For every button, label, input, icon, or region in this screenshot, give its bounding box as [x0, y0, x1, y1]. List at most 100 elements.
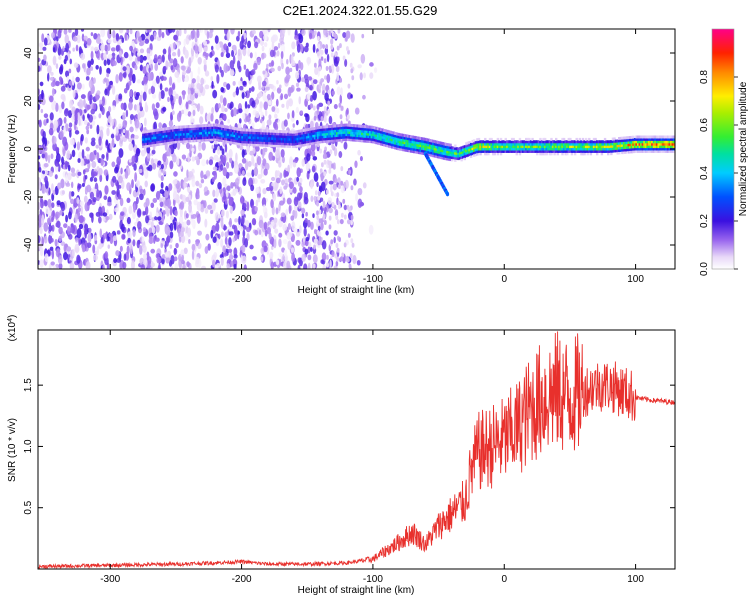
heatmap-cell	[228, 171, 233, 176]
heatmap-cell	[323, 219, 327, 225]
heatmap-cell	[145, 197, 150, 207]
heatmap-cell	[242, 229, 246, 238]
heatmap-cell	[183, 130, 186, 134]
heatmap-cell	[361, 124, 364, 128]
heatmap-cell	[81, 183, 85, 188]
heatmap-cell	[168, 126, 172, 130]
heatmap-cell	[558, 140, 561, 144]
heatmap-cell	[326, 254, 329, 260]
heatmap-cell	[325, 44, 329, 50]
heatmap-cell	[291, 140, 295, 144]
heatmap-cell	[432, 146, 435, 150]
heatmap-cell	[307, 137, 310, 141]
heatmap-cell	[109, 80, 113, 86]
heatmap-cell	[270, 198, 274, 209]
heatmap-cell	[127, 237, 131, 244]
heatmap-cell	[173, 171, 178, 177]
heatmap-cell	[294, 142, 298, 146]
heatmap-cell	[569, 140, 572, 144]
heatmap-cell	[428, 143, 432, 147]
heatmap-cell	[406, 146, 410, 150]
heatmap-cell	[211, 107, 215, 115]
heatmap-cell	[237, 108, 243, 114]
heatmap-cell	[436, 140, 440, 144]
heatmap-cell	[545, 140, 548, 144]
heatmap-cell	[635, 135, 638, 139]
heatmap-cell	[310, 246, 313, 252]
heatmap-cell	[636, 147, 640, 151]
heatmap-cell	[381, 140, 385, 144]
heatmap-cell	[373, 67, 378, 73]
heatmap-cell	[336, 219, 340, 225]
heatmap-cell	[238, 127, 241, 131]
heatmap-cell	[349, 62, 353, 68]
heatmap-cell	[114, 207, 118, 213]
heatmap-cell	[152, 162, 157, 170]
heatmap-cell	[190, 124, 194, 128]
heatmap-cell	[635, 142, 638, 146]
heatmap-cell	[413, 140, 416, 144]
heatmap-cell	[367, 139, 370, 143]
heatmap-cell	[234, 178, 240, 186]
heatmap-cell	[362, 127, 366, 131]
heatmap-cell	[410, 147, 413, 151]
heatmap-cell	[192, 109, 196, 117]
heatmap-cell	[323, 130, 326, 134]
heatmap-cell	[118, 29, 124, 34]
heatmap-cell	[512, 142, 515, 146]
heatmap-cell	[287, 223, 291, 230]
heatmap-cell	[168, 133, 172, 137]
heatmap-cell	[365, 127, 369, 131]
heatmap-cell	[99, 126, 104, 131]
heatmap-cell	[376, 127, 380, 131]
heatmap-cell	[476, 152, 479, 156]
heatmap-cell	[127, 73, 133, 78]
heatmap-cell	[532, 147, 536, 151]
heatmap-cell	[239, 137, 243, 141]
heatmap-cell	[157, 135, 161, 139]
heatmap-cell	[321, 252, 327, 262]
heatmap-cell	[168, 141, 172, 145]
heatmap-cell	[320, 133, 323, 137]
heatmap-cell	[286, 260, 291, 269]
heatmap-cell	[360, 53, 366, 64]
heatmap-cell	[196, 193, 200, 200]
heatmap-cell	[276, 144, 279, 148]
heatmap-cell	[271, 139, 274, 143]
heatmap-cell	[249, 150, 254, 156]
heatmap-cell	[428, 138, 432, 142]
heatmap-cell	[326, 262, 330, 268]
heatmap-cell	[588, 142, 591, 146]
heatmap-cell	[38, 42, 44, 48]
heatmap-cell	[510, 149, 514, 153]
heatmap-cell	[156, 140, 159, 144]
heatmap-cell	[309, 120, 314, 129]
heatmap-cell	[417, 136, 421, 140]
heatmap-cell	[175, 140, 178, 144]
heatmap-cell	[294, 144, 298, 148]
heatmap-cell	[583, 152, 586, 156]
heatmap-cell	[80, 29, 85, 32]
heatmap-cell	[491, 145, 495, 149]
heatmap-cell	[331, 139, 334, 143]
heatmap-cell	[591, 147, 594, 151]
heatmap-cell	[257, 133, 260, 137]
heatmap-cell	[230, 29, 235, 35]
heatmap-cell	[323, 135, 326, 139]
heatmap-cell	[241, 244, 246, 253]
heatmap-cell	[525, 140, 528, 144]
heatmap-cell	[444, 145, 448, 149]
heatmap-cell	[525, 137, 528, 141]
heatmap-cell	[272, 129, 276, 133]
heatmap-cell	[466, 151, 470, 155]
heatmap-cell	[386, 139, 389, 143]
heatmap-cell	[74, 243, 80, 254]
heatmap-cell	[668, 137, 671, 141]
heatmap-cell	[223, 43, 228, 51]
heatmap-cell	[362, 139, 366, 143]
heatmap-cell	[376, 139, 380, 143]
heatmap-cell	[79, 200, 84, 207]
heatmap-cell	[288, 204, 292, 214]
heatmap-cell	[51, 135, 57, 145]
heatmap-cell	[227, 137, 230, 141]
